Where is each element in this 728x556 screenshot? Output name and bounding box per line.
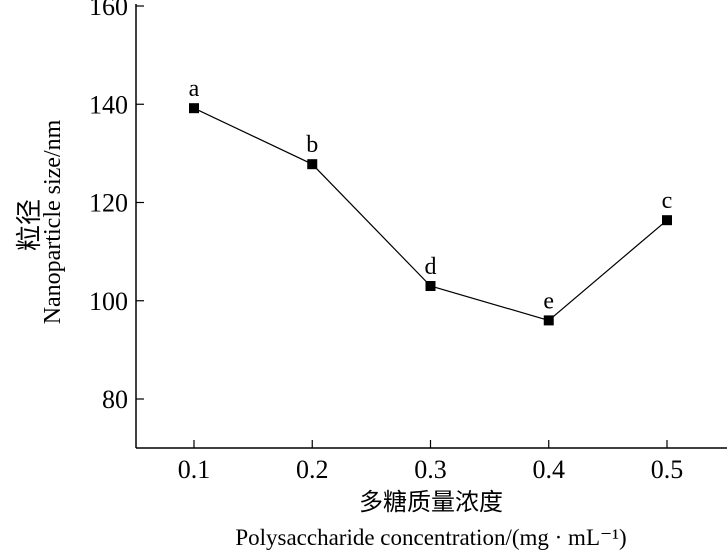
- significance-label: b: [306, 132, 318, 158]
- y-tick-label: 80: [102, 385, 128, 414]
- x-tick-label: 0.3: [414, 455, 447, 484]
- significance-label: e: [543, 288, 554, 314]
- data-point: [307, 159, 318, 170]
- x-tick-label: 0.1: [178, 455, 211, 484]
- significance-label: d: [425, 254, 437, 280]
- y-tick-label: 120: [89, 189, 128, 218]
- significance-label: c: [662, 188, 673, 214]
- data-point: [189, 103, 199, 114]
- y-tick-label: 140: [89, 90, 128, 119]
- x-tick-label: 0.5: [651, 455, 684, 484]
- y-axis-label: Nanoparticle size/nm: [40, 119, 66, 324]
- data-point: [662, 215, 672, 226]
- y-axis-label-cn: 粒径: [15, 199, 44, 251]
- y-tick-label: 160: [89, 0, 128, 21]
- significance-label: a: [189, 76, 200, 102]
- data-point: [543, 315, 554, 326]
- x-tick-label: 0.4: [533, 455, 566, 484]
- x-tick-label: 0.2: [296, 455, 329, 484]
- y-tick-label: 100: [89, 287, 128, 316]
- x-axis-label: Polysaccharide concentration/(mg · mL⁻¹): [235, 525, 626, 550]
- data-point: [425, 281, 436, 292]
- x-axis-label-cn: 多糖质量浓度: [359, 489, 503, 516]
